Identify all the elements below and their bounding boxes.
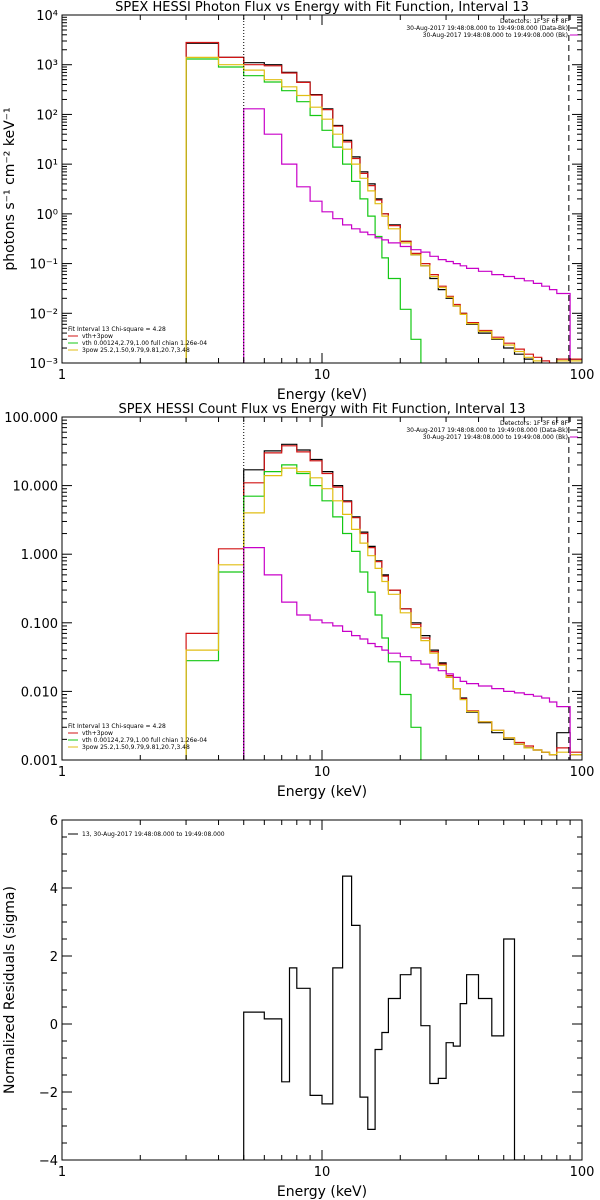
legend-left-text: vth 0.00124,2.79,1.00 full chian 1.26e-0… <box>82 737 207 744</box>
series-group <box>185 41 582 363</box>
y-tick-label: 10² <box>36 108 58 123</box>
x-tick-label: 1 <box>58 1165 66 1180</box>
y-tick-label: 10⁻² <box>29 307 58 322</box>
panel-3: 1 10 100 −4 −2 0 2 4 6 Energy (keV) Normalized Res… <box>2 814 594 1200</box>
legend-left-text: 3pow 25.2,1.50,9.79,9.81,20.7,3.48 <box>82 744 190 751</box>
y-tick-label: 0.010 <box>21 685 58 700</box>
legend-left-text: vth+3pow <box>82 333 113 340</box>
series-3pow <box>185 56 582 363</box>
series-group <box>185 443 582 760</box>
series-residuals <box>243 875 525 1160</box>
legend-right-text: 30-Aug-2017 19:48:08.000 to 19:49:08.000… <box>406 25 568 32</box>
legend-left-text: vth+3pow <box>82 730 113 737</box>
series-vth <box>185 464 422 760</box>
y-tick-label: 10.000 <box>13 480 59 495</box>
y-tick-label: −2 <box>39 1086 58 1101</box>
legend-right-text: 30-Aug-2017 19:48:08.000 to 19:49:08.000… <box>406 427 568 434</box>
chart-title: SPEX HESSI Count Flux vs Energy with Fit… <box>118 402 525 417</box>
x-tick-label: 100 <box>570 1165 595 1180</box>
series-data-bk <box>185 42 582 363</box>
series-vth-3pow <box>185 41 582 363</box>
y-tick-label: 1.000 <box>21 548 58 563</box>
panel-2: 1 10 100 0.001 0.010 0.100 1.000 10.000 100.000 S… <box>4 402 594 800</box>
chart-title: SPEX HESSI Photon Flux vs Energy with Fi… <box>115 0 529 15</box>
plot-frame <box>61 14 583 364</box>
legend-right-text: Detectors: 1F 3F 6F 8F <box>500 420 569 427</box>
x-tick-label: 100 <box>570 368 595 383</box>
x-tick-label: 100 <box>570 765 595 780</box>
y-tick-label: 10⁴ <box>36 9 58 24</box>
series-bk <box>243 108 571 363</box>
y-tick-label: 2 <box>50 950 58 965</box>
y-tick-label: 0.001 <box>21 754 58 769</box>
series-data-bk <box>243 443 582 760</box>
y-axis-label: Normalized Residuals (sigma) <box>2 886 18 1094</box>
series-bk <box>243 547 571 760</box>
panel-1: 1 10 100 10⁻³ 10⁻² 10⁻¹ 10⁰ 10¹ 10² 10³ 10⁴ SPEX HE… <box>2 0 594 403</box>
series-vth <box>185 58 422 363</box>
x-tick-label: 10 <box>314 765 331 780</box>
legend-left-text: 3pow 25.2,1.50,9.79,9.81,20.7,3.48 <box>82 347 190 354</box>
y-axis-label: photons s⁻¹ cm⁻² keV⁻¹ <box>2 107 18 270</box>
y-tick-label: 10⁻³ <box>29 357 58 372</box>
y-tick-label: 100.000 <box>4 411 58 426</box>
legend-left-text: vth 0.00124,2.79,1.00 full chian 1.26e-0… <box>82 340 207 347</box>
legend-right-text: Detectors: 1F 3F 6F 8F <box>500 18 569 25</box>
legend-left-text: Fit Interval 13 Chi-square = 4.28 <box>68 326 166 333</box>
legend-right-text: 30-Aug-2017 19:48:08.000 to 19:49:08.000… <box>423 32 568 39</box>
y-tick-label: 10⁰ <box>36 208 58 223</box>
series-group <box>243 875 525 1160</box>
y-tick-label: 10³ <box>36 59 58 74</box>
series-3pow <box>185 467 582 760</box>
y-tick-label: 4 <box>50 882 58 897</box>
x-tick-label: 1 <box>58 765 66 780</box>
x-axis-label: Energy (keV) <box>277 387 367 403</box>
legend-left-text: Fit Interval 13 Chi-square = 4.28 <box>68 723 166 730</box>
x-axis-label: Energy (keV) <box>277 784 367 800</box>
y-tick-label: 10⁻¹ <box>29 258 58 273</box>
y-tick-label: 10¹ <box>36 158 58 173</box>
y-tick-label: 0 <box>50 1018 58 1033</box>
x-tick-label: 10 <box>314 368 331 383</box>
y-tick-label: −4 <box>39 1154 58 1169</box>
legend-right-text: 30-Aug-2017 19:48:08.000 to 19:49:08.000… <box>423 434 568 441</box>
y-tick-label: 0.100 <box>21 617 58 632</box>
legend-left-text: 13, 30-Aug-2017 19:48:08.000 to 19:49:08… <box>82 831 225 838</box>
x-tick-label: 10 <box>314 1165 331 1180</box>
x-tick-label: 1 <box>58 368 66 383</box>
x-axis-label: Energy (keV) <box>277 1184 367 1200</box>
y-tick-label: 6 <box>50 814 58 829</box>
